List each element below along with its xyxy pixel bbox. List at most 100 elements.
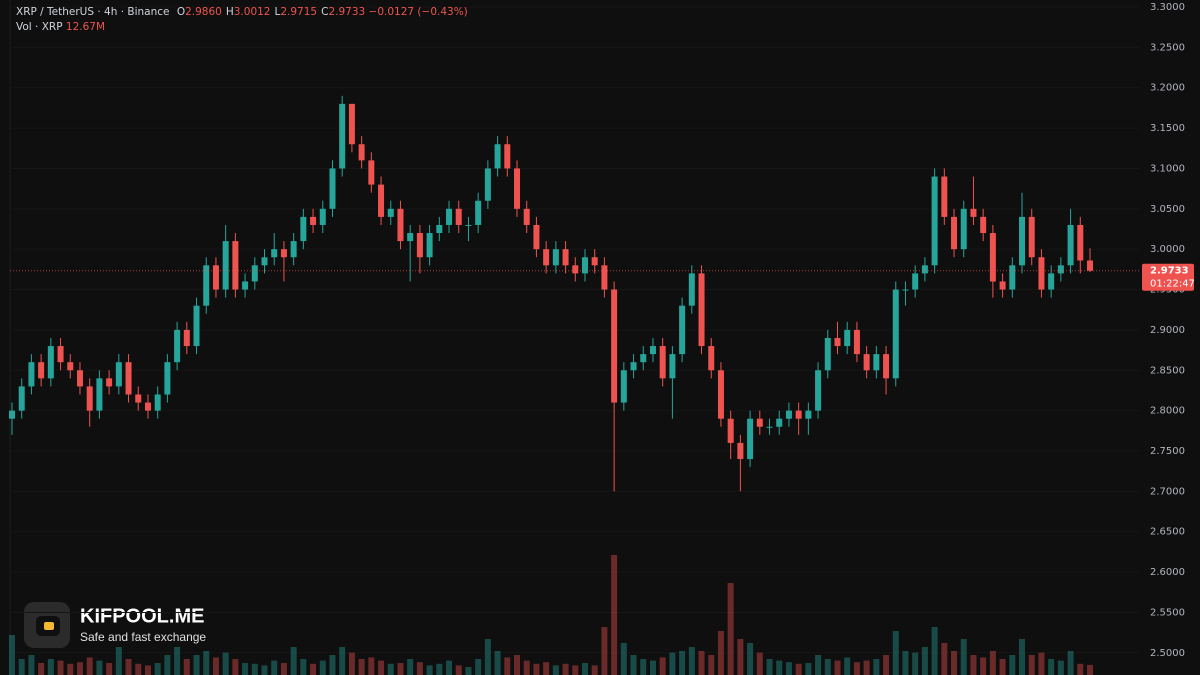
y-tick-label: 3.0500 <box>1150 204 1185 215</box>
candle-body <box>358 144 365 161</box>
y-tick-label: 2.8000 <box>1150 406 1185 417</box>
volume-bar <box>67 663 74 675</box>
volume-bar <box>212 657 219 675</box>
volume-bar <box>455 665 462 675</box>
candle-body <box>300 216 307 242</box>
volume-bar <box>329 655 336 675</box>
volume-bar <box>378 660 385 675</box>
candle-body <box>397 208 404 242</box>
volume-bar <box>484 639 491 675</box>
candle-body <box>38 362 45 379</box>
candle-body <box>902 289 909 291</box>
candle-body <box>883 354 890 379</box>
candle-body <box>795 410 802 419</box>
volume-bar <box>222 652 229 675</box>
header: XRP / TetherUS · 4h · Binance O2.9860 H3.… <box>16 6 468 18</box>
candle-body <box>144 402 151 411</box>
volume-bar <box>892 631 899 675</box>
candle-body <box>834 337 841 347</box>
volume-bar <box>795 663 802 675</box>
volume-bar <box>446 660 453 675</box>
candle-body <box>523 208 530 225</box>
candle-body <box>1048 273 1055 290</box>
candle-body <box>591 257 598 266</box>
candle-body <box>669 354 676 379</box>
candle-body <box>319 208 326 225</box>
candle-body <box>106 378 113 387</box>
volume-bar <box>883 655 890 675</box>
volume-bar <box>630 655 637 675</box>
change: −0.0127 (−0.43%) <box>368 6 468 18</box>
volume-bar <box>38 663 45 675</box>
volume-bar <box>815 655 822 675</box>
candle-body <box>494 144 501 169</box>
volume-bar <box>494 651 501 675</box>
volume-bar <box>1067 651 1074 675</box>
volume-bar <box>941 643 948 675</box>
y-tick-label: 2.8500 <box>1150 365 1185 376</box>
candle-body <box>212 265 219 290</box>
volume-bar <box>9 635 15 675</box>
volume-bar <box>766 659 773 675</box>
volume-bar <box>581 663 588 675</box>
volume-bar <box>999 659 1006 675</box>
candle-body <box>1057 265 1064 274</box>
candle-body <box>912 273 919 290</box>
candle-body <box>310 216 317 225</box>
candle-body <box>96 378 103 411</box>
volume-bar <box>348 652 355 675</box>
ohlc-value: 2.9715 <box>280 6 318 18</box>
candle-body <box>416 233 423 258</box>
volume-bar <box>785 662 792 675</box>
y-tick-label: 2.7500 <box>1150 446 1185 457</box>
candle-body <box>47 346 54 379</box>
candle-body <box>708 346 715 371</box>
volume-bar <box>242 663 249 675</box>
volume-bar <box>902 651 909 675</box>
ohlc-key: C <box>321 6 329 18</box>
candle-body <box>611 289 618 403</box>
candle-body <box>989 233 996 282</box>
y-tick-label: 2.5500 <box>1150 607 1185 618</box>
candle-body <box>1087 260 1093 271</box>
candle-body <box>378 184 385 217</box>
candle-body <box>640 354 647 363</box>
candle-body <box>339 103 346 169</box>
volume-bar <box>951 651 958 675</box>
y-tick-label: 3.1000 <box>1150 163 1185 174</box>
volume-bar <box>523 660 530 675</box>
candle-body <box>844 329 851 347</box>
candle-body <box>426 233 433 258</box>
ohlc-key: L <box>274 6 281 18</box>
volume-bar <box>756 652 763 675</box>
volume-bar <box>649 660 656 675</box>
volume-title: Vol · XRP <box>16 21 63 33</box>
symbol-title: XRP / TetherUS · 4h · Binance <box>16 6 170 18</box>
countdown-label: 01:22:47 <box>1150 279 1195 290</box>
y-tick-label: 3.2500 <box>1150 42 1185 53</box>
candle-body <box>941 176 948 217</box>
y-tick-label: 2.5000 <box>1150 648 1185 659</box>
volume-bar <box>960 639 967 675</box>
volume-bar <box>1057 660 1064 675</box>
volume-bar <box>261 665 268 675</box>
volume-bar <box>96 660 103 675</box>
candle-body <box>271 249 278 258</box>
volume-bar <box>416 662 423 675</box>
candle-body <box>222 241 229 290</box>
volume-bar <box>708 655 715 675</box>
candle-body <box>601 265 608 290</box>
volume-bar <box>1048 659 1055 675</box>
volume-bar <box>640 659 647 675</box>
candle-body <box>436 224 443 234</box>
candle-body <box>727 418 734 443</box>
candle-body <box>581 257 588 274</box>
candle-body <box>407 233 414 242</box>
candle-body <box>57 346 64 363</box>
volume-bar <box>57 660 64 675</box>
volume-bar <box>154 663 161 675</box>
volume-bar <box>572 665 579 675</box>
volume-bar <box>280 663 287 675</box>
candle-body <box>368 160 375 185</box>
